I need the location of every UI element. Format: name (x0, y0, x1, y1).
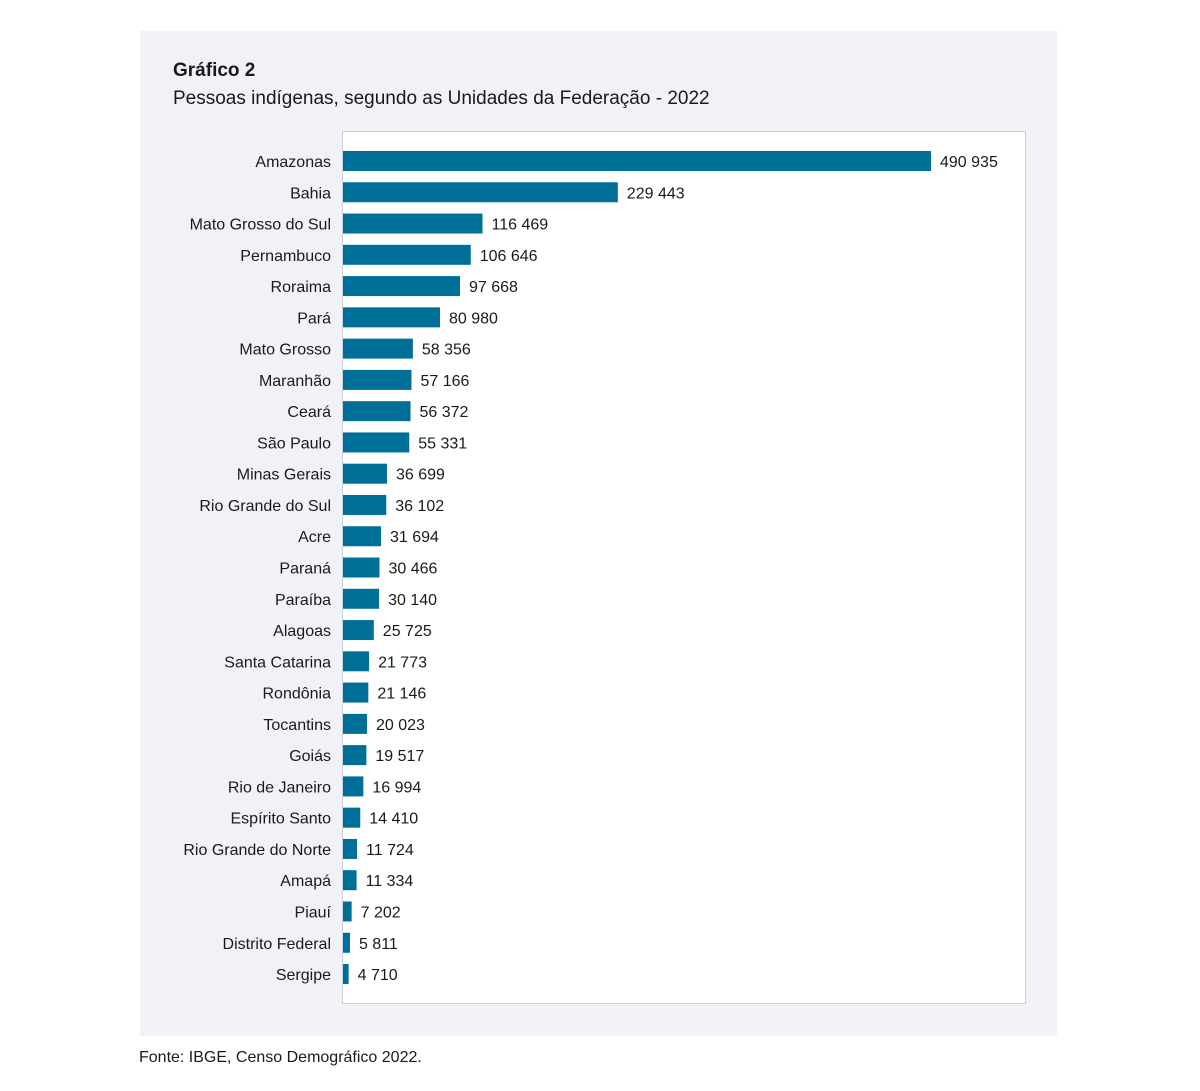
category-label: Paraíba (275, 592, 331, 609)
category-label: Maranhão (259, 373, 331, 390)
bar-22 (343, 838, 358, 859)
value-label: 55 331 (418, 435, 467, 452)
category-label: Mato Grosso (239, 342, 331, 359)
bar-7 (343, 369, 412, 390)
value-label: 56 372 (420, 404, 469, 421)
category-label: Pará (297, 310, 331, 327)
value-label: 106 646 (480, 248, 538, 265)
value-labels-group: 490 935 229 443 116 469 106 646 97 668 80 980… (358, 154, 998, 984)
category-label: Roraima (271, 279, 332, 296)
bar-20 (343, 776, 364, 797)
bar-25 (343, 932, 350, 953)
bar-13 (343, 557, 380, 578)
bar-18 (343, 713, 367, 734)
value-label: 11 334 (366, 873, 414, 890)
bar-11 (343, 494, 387, 515)
value-label: 116 469 (491, 217, 548, 234)
value-label: 21 146 (377, 686, 426, 703)
bar-4 (343, 276, 460, 297)
category-label: Paraná (279, 561, 331, 578)
category-label: Rio Grande do Norte (183, 842, 331, 859)
bar-3 (343, 244, 471, 265)
category-label: Bahia (290, 185, 331, 202)
category-label: Rio Grande do Sul (199, 498, 331, 515)
value-label: 30 140 (388, 592, 437, 609)
category-label: Minas Gerais (237, 467, 331, 484)
value-label: 19 517 (375, 748, 424, 765)
category-labels-group: Amazonas Bahia Mato Grosso do Sul Pernambuc… (183, 154, 331, 984)
bar-2 (343, 213, 483, 234)
bars-group (343, 151, 931, 985)
category-label: Sergipe (276, 967, 331, 984)
category-label: Amapá (280, 873, 331, 890)
value-label: 80 980 (449, 310, 498, 327)
bar-0 (343, 151, 931, 171)
category-label: Pernambuco (240, 248, 331, 265)
value-label: 36 102 (395, 498, 444, 515)
category-label: Acre (298, 529, 331, 546)
category-label: Amazonas (255, 154, 331, 171)
value-label: 30 466 (388, 561, 437, 578)
value-label: 25 725 (383, 623, 432, 640)
category-label: Santa Catarina (224, 654, 331, 671)
category-label: Alagoas (273, 623, 331, 640)
bar-16 (343, 651, 370, 672)
bar-17 (343, 682, 369, 703)
bar-26 (343, 964, 349, 985)
value-label: 7 202 (361, 904, 401, 921)
value-label: 14 410 (369, 811, 418, 828)
category-label: Mato Grosso do Sul (190, 217, 331, 234)
category-label: Tocantins (263, 717, 331, 734)
value-label: 97 668 (469, 279, 518, 296)
bar-12 (343, 526, 381, 547)
value-label: 490 935 (940, 154, 998, 171)
value-label: 57 166 (420, 373, 469, 390)
category-label: Rio de Janeiro (228, 779, 331, 796)
category-label: Espírito Santo (231, 811, 332, 828)
chart-title: Pessoas indígenas, segundo as Unidades d… (173, 88, 710, 109)
value-label: 4 710 (358, 967, 398, 984)
figure-label: Gráfico 2 (173, 60, 256, 81)
bar-24 (343, 901, 352, 922)
bar-14 (343, 588, 380, 609)
value-label: 36 699 (396, 467, 445, 484)
category-label: Distrito Federal (223, 936, 331, 953)
category-label: Piauí (295, 904, 332, 921)
value-label: 11 724 (366, 842, 414, 859)
bar-8 (343, 401, 411, 422)
value-label: 229 443 (627, 185, 685, 202)
bar-15 (343, 620, 374, 641)
bar-19 (343, 745, 367, 766)
value-label: 21 773 (378, 654, 427, 671)
bar-9 (343, 432, 410, 453)
bar-1 (343, 182, 618, 203)
bar-23 (343, 870, 357, 891)
value-label: 5 811 (359, 936, 398, 953)
category-label: Goiás (289, 748, 331, 765)
value-label: 16 994 (372, 779, 421, 796)
source-note: Fonte: IBGE, Censo Demográfico 2022. (139, 1049, 422, 1066)
value-label: 20 023 (376, 717, 425, 734)
category-label: Rondônia (263, 686, 332, 703)
bar-6 (343, 338, 413, 359)
bar-5 (343, 307, 440, 328)
value-label: 31 694 (390, 529, 439, 546)
bar-21 (343, 807, 361, 828)
bar-10 (343, 463, 387, 484)
category-label: Ceará (287, 404, 331, 421)
value-label: 58 356 (422, 342, 471, 359)
category-label: São Paulo (257, 435, 331, 452)
